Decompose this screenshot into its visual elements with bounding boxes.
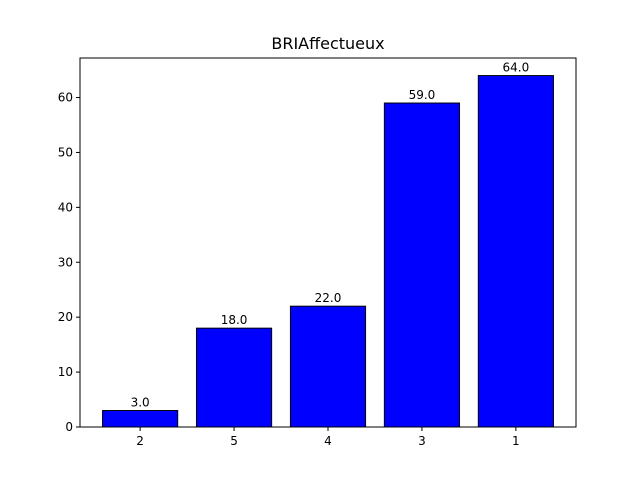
y-tick-label: 50: [58, 145, 73, 159]
bar-5: [195, 327, 273, 428]
bar-4: [289, 305, 367, 428]
bar-3: [383, 102, 461, 428]
data-label-1: 64.0: [503, 61, 530, 75]
y-axis: 0 10 20 30 40 50 60: [58, 91, 80, 434]
y-tick-label: 40: [58, 200, 73, 214]
data-label-5: 18.0: [221, 313, 248, 327]
x-tick-label: 2: [136, 434, 144, 448]
data-label-3: 59.0: [409, 88, 436, 102]
y-tick-label: 30: [58, 255, 73, 269]
bar-1: [477, 75, 554, 428]
x-tick-label: 4: [324, 434, 332, 448]
data-label-2: 3.0: [131, 396, 150, 410]
x-axis: 2 5 4 3 1: [136, 427, 520, 448]
y-tick-label: 10: [58, 365, 73, 379]
plot-frame: [79, 57, 577, 428]
x-tick-label: 1: [512, 434, 520, 448]
bar-2: [102, 410, 179, 428]
chart-title: BRIAffectueux: [271, 34, 384, 53]
bars-group: [102, 75, 554, 428]
data-label-4: 22.0: [315, 291, 342, 305]
x-tick-label: 5: [230, 434, 238, 448]
y-tick-label: 0: [65, 420, 73, 434]
data-labels-group: 3.0 18.0 22.0 59.0 64.0: [131, 61, 530, 410]
y-tick-label: 60: [58, 91, 73, 105]
y-tick-label: 20: [58, 310, 73, 324]
x-tick-label: 3: [418, 434, 426, 448]
